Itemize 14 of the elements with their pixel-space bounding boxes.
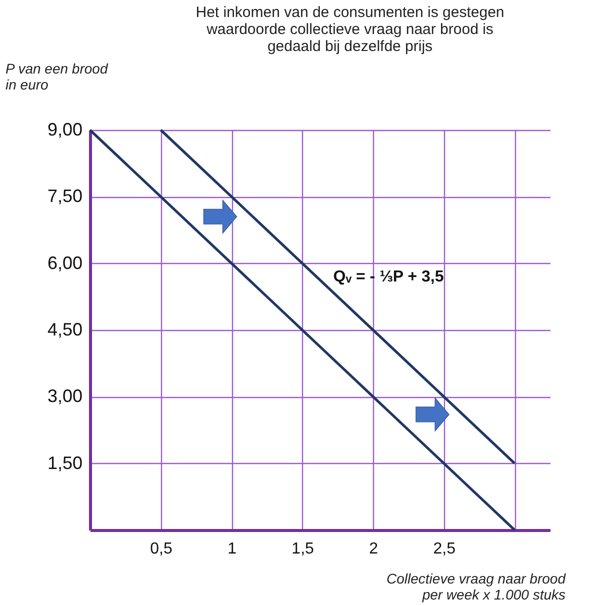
x-tick-label: 2,5 <box>433 540 456 558</box>
y-tick-label: 1,50 <box>47 452 82 473</box>
y-tick-label: 9,00 <box>47 120 82 140</box>
x-tick-label: 0,5 <box>150 540 172 558</box>
y-axis-title: P van een brood in euro <box>6 60 109 92</box>
chart-title: Het inkomen van de consumenten is gestegen waardoorde collectieve vraag naar brood is gedaald bij dezelfde prijs <box>196 4 504 55</box>
y-tick-label: 6,00 <box>47 252 82 273</box>
x-axis-title: Collectieve vraag naar brood per week x 1.000 stuks <box>386 570 567 602</box>
x-tick-label: 1,5 <box>292 540 314 558</box>
x-tick-label: 1 <box>228 540 237 558</box>
y-tick-label: 3,00 <box>47 386 82 406</box>
x-tick-label: 2 <box>369 540 378 558</box>
y-tick-label: 7,50 <box>47 186 82 206</box>
y-tick-label: 4,50 <box>47 320 82 340</box>
